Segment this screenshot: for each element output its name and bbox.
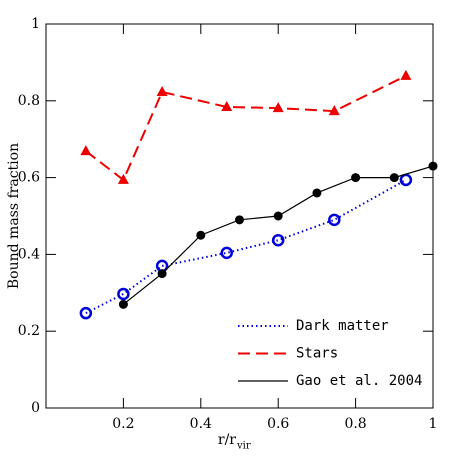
marker: [196, 230, 206, 240]
y-tick-label: 0: [31, 400, 40, 416]
x-tick-label: 1: [429, 416, 438, 432]
marker: [312, 188, 322, 198]
plot-frame: [45, 23, 434, 409]
legend-label: Dark matter: [296, 318, 389, 334]
marker: [400, 69, 412, 80]
marker: [220, 246, 233, 260]
x-tick-label: 0.6: [267, 416, 289, 432]
x-tick-label: 0.2: [112, 416, 134, 432]
marker: [272, 102, 284, 113]
marker: [118, 299, 128, 309]
y-tick-label: 0.6: [18, 170, 40, 186]
x-tick-label: 0.4: [190, 416, 212, 432]
y-tick-label: 0.2: [18, 323, 40, 339]
x-axis-label: r/r: [218, 432, 236, 448]
legend-label: Stars: [296, 346, 338, 362]
series-line: [85, 179, 407, 315]
marker: [156, 85, 168, 96]
marker: [389, 173, 399, 183]
legend-label: Gao et al. 2004: [296, 373, 422, 389]
marker: [79, 306, 93, 320]
marker: [428, 161, 438, 171]
marker: [221, 100, 233, 111]
marker: [80, 145, 92, 156]
marker: [271, 233, 285, 247]
y-tick-label: 0.8: [18, 93, 40, 109]
marker: [117, 287, 130, 301]
marker: [328, 213, 341, 227]
marker: [399, 173, 413, 187]
marker: [351, 173, 361, 183]
marker: [235, 215, 244, 225]
x-tick-label: 0.8: [344, 416, 366, 432]
y-tick-label: 0.4: [18, 246, 40, 262]
marker: [273, 211, 283, 221]
marker: [117, 173, 129, 184]
y-tick-label: 1: [31, 16, 40, 32]
series-line: [85, 74, 407, 182]
y-axis-label: Bound mass fraction: [6, 143, 22, 289]
marker: [328, 105, 340, 116]
x-axis-label-subscript: vir: [236, 441, 251, 452]
marker: [157, 269, 167, 279]
